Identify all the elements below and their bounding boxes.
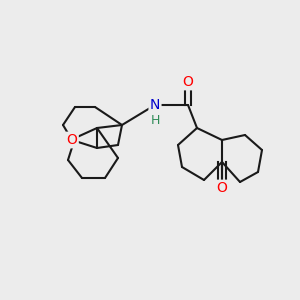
Text: H: H <box>150 113 160 127</box>
Text: O: O <box>67 133 77 147</box>
Text: N: N <box>150 98 160 112</box>
Text: O: O <box>217 181 227 195</box>
Text: O: O <box>183 75 194 89</box>
